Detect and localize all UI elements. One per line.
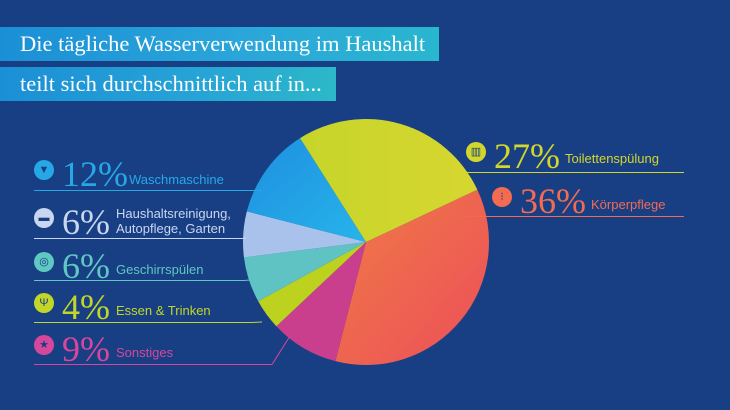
legend-value-waschmaschine: 12% bbox=[62, 154, 128, 194]
legend-value-geschirrspuelen: 6% bbox=[62, 246, 110, 286]
slice-sonstiges bbox=[276, 242, 366, 362]
legend-label-haushaltsreinigung: Haushaltsreinigung, Autopflege, Garten bbox=[116, 206, 231, 236]
legend-value-sonstiges: 9% bbox=[62, 329, 110, 369]
leader-line-sonstiges bbox=[271, 335, 291, 365]
shirt-icon: ▼ bbox=[34, 160, 54, 180]
shower-icon: ⁝ bbox=[492, 187, 512, 207]
leader-line-essen-trinken bbox=[251, 321, 263, 323]
slice-geschirrspuelen bbox=[243, 242, 366, 302]
legend-underline-koerperpflege bbox=[490, 216, 684, 217]
toilet-icon: ▥ bbox=[466, 142, 486, 162]
slice-toilettenspuelung bbox=[300, 119, 478, 242]
legend-value-essen-trinken: 4% bbox=[62, 287, 110, 327]
legend-label-toilettenspuelung: Toilettenspülung bbox=[565, 151, 659, 166]
legend-underline-essen-trinken bbox=[34, 322, 252, 323]
leader-line-haushaltsreinigung bbox=[241, 237, 247, 239]
legend-underline-waschmaschine bbox=[34, 190, 256, 191]
leader-line-geschirrspuelen bbox=[243, 279, 251, 281]
legend-label-koerperpflege: Körperpflege bbox=[591, 197, 666, 212]
slice-essen-trinken bbox=[258, 242, 366, 327]
legend-label-sonstiges: Sonstiges bbox=[116, 345, 174, 360]
leader-line-toilettenspuelung bbox=[449, 172, 463, 181]
cutlery-icon: Ψ bbox=[34, 293, 54, 313]
legend-value-koerperpflege: 36% bbox=[520, 181, 586, 221]
slice-waschmaschine bbox=[246, 138, 366, 242]
legend-underline-geschirrspuelen bbox=[34, 280, 244, 281]
legend-underline-toilettenspuelung bbox=[462, 172, 684, 173]
title-line-1: Die tägliche Wasserverwendung im Haushal… bbox=[0, 27, 440, 61]
leader-line-waschmaschine bbox=[255, 189, 263, 191]
slice-koerperpflege bbox=[335, 189, 489, 365]
leader-line-koerperpflege bbox=[457, 215, 491, 217]
legend-value-toilettenspuelung: 27% bbox=[494, 136, 560, 176]
legend-underline-sonstiges bbox=[34, 364, 272, 365]
legend-label-waschmaschine: Waschmaschine bbox=[129, 172, 224, 187]
slice-haushaltsreinigung bbox=[242, 211, 366, 258]
car-icon: ▬ bbox=[34, 208, 54, 228]
title-line-2: teilt sich durchschnittlich auf in... bbox=[0, 67, 336, 101]
star-icon: ★ bbox=[34, 335, 54, 355]
legend-value-haushaltsreinigung: 6% bbox=[62, 202, 110, 242]
legend-label-geschirrspuelen: Geschirrspülen bbox=[116, 262, 204, 277]
plate-icon: ◎ bbox=[34, 252, 54, 272]
legend-label-essen-trinken: Essen & Trinken bbox=[116, 303, 211, 318]
legend-underline-haushaltsreinigung bbox=[34, 238, 242, 239]
